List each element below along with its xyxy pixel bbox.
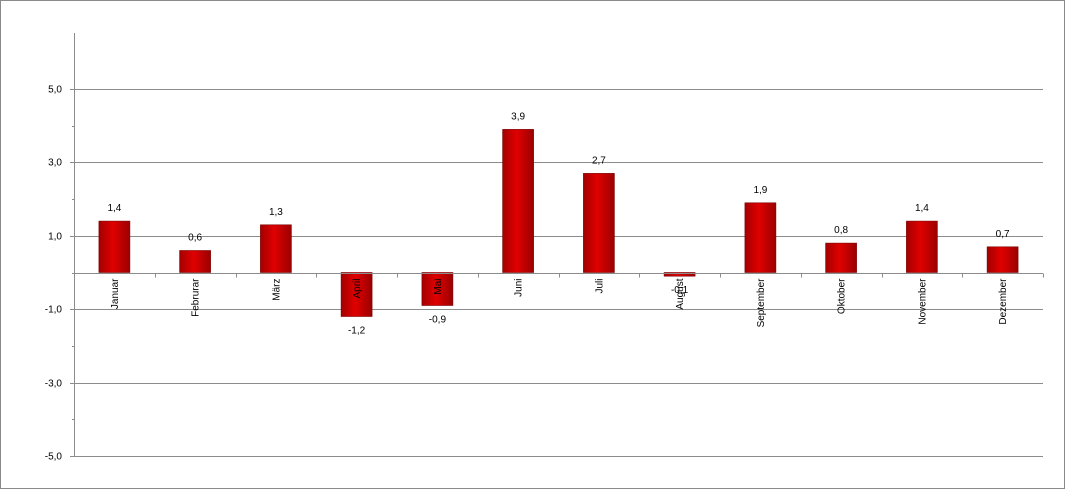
y-tick-label: -1,0 [45,305,63,316]
data-label: 2,7 [592,155,606,166]
data-label: 0,6 [188,233,202,244]
data-label: 1,4 [107,203,121,214]
axes [74,33,1044,456]
bar-september [744,202,777,273]
data-label: 1,3 [269,207,283,218]
y-tick-label: -3,0 [45,379,63,390]
gridlines [74,89,1043,457]
data-label: -0,1 [671,285,689,296]
x-tick-label: August [675,278,686,309]
bar-juli [583,173,615,273]
bar-mai [421,272,454,306]
bar-januar [98,220,131,273]
data-label: 0,8 [834,225,848,236]
bar-märz [260,224,292,273]
bar-juni [502,129,534,273]
y-tick-label: 1,0 [48,232,62,243]
bar-dezember [986,246,1019,273]
y-axis-ticks: 5,0 3,0 1,0 -1,0 -3,0 -5,0 [45,85,74,463]
x-tick-label: April [352,279,363,299]
data-label: -1,2 [348,326,366,337]
data-label: 3,9 [511,111,525,122]
bar-april [340,272,373,317]
data-labels: 1,4 0,6 1,3 -1,2 -0,9 3,9 2,7 -0,1 1,9 0,8 1,4 0,7 [107,111,1010,336]
bar-august [663,272,696,277]
data-label: 1,4 [915,203,929,214]
x-tick-label: Juli [594,279,605,294]
data-label: 0,7 [996,229,1010,240]
x-tick-label: Februrar [191,278,202,317]
x-tick-label: Januar [110,278,121,309]
y-tick-label: 3,0 [48,158,62,169]
x-tick-label: Mai [433,279,444,295]
x-tick-label: Juni [514,279,525,297]
x-axis-ticks: Januar Februrar März April Mai Juni Juli August… [110,278,1009,328]
bars [98,129,1019,317]
x-tick-label: September [756,278,767,328]
x-tick-label: März [271,279,282,301]
data-label: -0,9 [429,315,447,326]
bar-oktober [825,242,857,273]
bar-november [906,220,938,273]
y-tick-label: 5,0 [48,85,62,96]
data-label: 1,9 [753,185,767,196]
bar-februrar [179,250,211,273]
x-tick-label: November [917,278,928,325]
y-tick-label: -5,0 [45,452,63,463]
x-tick-label: Dezember [998,278,1009,325]
x-tick-label: Oktober [837,278,848,314]
